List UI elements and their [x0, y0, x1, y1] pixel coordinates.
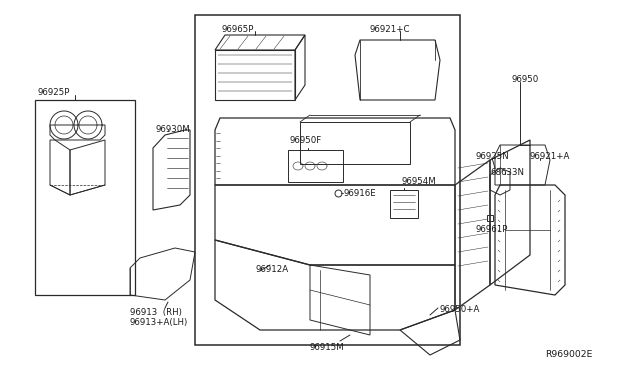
Text: 96913  (RH): 96913 (RH)	[130, 308, 182, 317]
Text: 96930M: 96930M	[155, 125, 189, 134]
Text: 96912A: 96912A	[255, 265, 288, 274]
Bar	[195, 15, 460, 345]
Bar	[35, 100, 135, 295]
Bar	[300, 122, 410, 164]
Bar	[390, 190, 418, 218]
Text: 96961P: 96961P	[475, 225, 508, 234]
Bar	[288, 150, 343, 182]
Text: 68633N: 68633N	[490, 168, 524, 177]
Text: 96925N: 96925N	[475, 152, 509, 161]
Text: 96965P: 96965P	[222, 25, 254, 34]
Text: 96925P: 96925P	[37, 88, 69, 97]
Text: 96916E: 96916E	[343, 189, 376, 198]
Text: 96913+A(LH): 96913+A(LH)	[130, 318, 188, 327]
Text: 96950F: 96950F	[290, 136, 323, 145]
Text: 96921+A: 96921+A	[530, 152, 570, 161]
Text: R969002E: R969002E	[545, 350, 593, 359]
Text: 96921+C: 96921+C	[370, 25, 410, 34]
Text: 96915M: 96915M	[310, 343, 345, 352]
Text: 96954M: 96954M	[402, 177, 436, 186]
Text: 96950+A: 96950+A	[440, 305, 481, 314]
Text: 96950: 96950	[512, 75, 540, 84]
